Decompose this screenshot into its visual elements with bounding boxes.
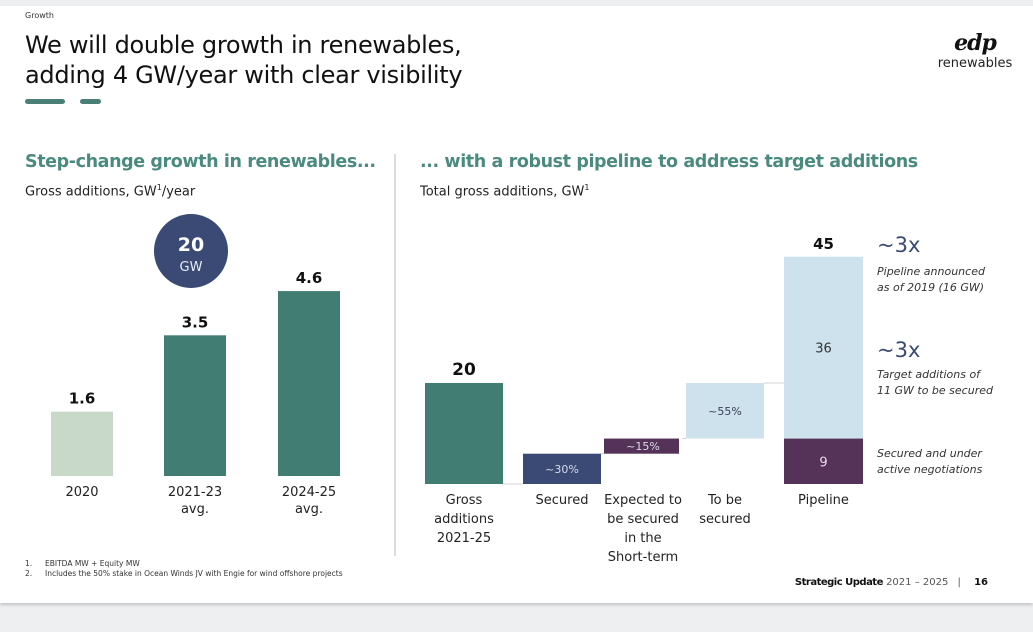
footer-separator: | [957, 577, 961, 588]
right-panel-title: ... with a robust pipeline to address ta… [420, 152, 918, 172]
pipeline-segment-label: 36 [815, 342, 832, 357]
bar-0 [51, 411, 113, 476]
page-title: We will double growth in renewables, add… [25, 30, 625, 90]
bar-value-label: 1.6 [69, 390, 96, 408]
footnote-text: Includes the 50% stake in Ocean Winds JV… [45, 569, 343, 578]
page-title-line-2: adding 4 GW/year with clear visibility [25, 61, 463, 89]
bar-1 [164, 335, 226, 476]
slide-footer: Strategic Update 2021 – 2025 | 16 [795, 577, 988, 588]
title-accent-bar-short [80, 99, 101, 104]
left-panel-title: Step-change growth in renewables... [25, 152, 376, 172]
x-tick-label: in the [624, 531, 661, 546]
left-panel-subtitle: Gross additions, GW1/year [25, 183, 195, 199]
x-tick-label: avg. [181, 502, 209, 517]
annotation-text: Pipeline announced [877, 265, 986, 278]
x-tick-label: be secured [607, 512, 679, 527]
section-tag: Growth [25, 11, 54, 20]
waterfall-bar-0 [523, 453, 601, 484]
footnote-ref: 1 [584, 183, 590, 192]
annotation-text: 11 GW to be secured [877, 384, 994, 397]
x-tick-label: Secured [536, 493, 589, 508]
waterfall-bar-1 [604, 438, 679, 454]
x-tick-label: avg. [295, 502, 323, 517]
x-tick-label: Gross [446, 493, 483, 508]
left-subtitle-text: Gross additions, GW [25, 184, 157, 200]
pipeline-segment-1 [784, 256, 863, 439]
footnote-number: 2. [25, 569, 33, 578]
footnote-2: 2. Includes the 50% stake in Ocean Winds … [25, 569, 343, 579]
annotation-text: Secured and under [877, 447, 983, 460]
multiplier-callout: ~3x [877, 233, 920, 257]
bar-2 [278, 291, 340, 476]
waterfall-bar-label: ~15% [626, 440, 660, 453]
bar-value-label: 4.6 [296, 269, 323, 287]
x-tick-label: 2024-25 [282, 485, 336, 500]
pipeline-segment-label: 9 [819, 455, 827, 470]
bar-value-label: 20 [452, 360, 476, 380]
footnote-text: EBITDA MW + Equity MW [45, 559, 140, 568]
total-badge-unit: GW [180, 260, 203, 275]
pipeline-total-label: 45 [813, 235, 834, 253]
waterfall-bar-2 [686, 383, 764, 439]
x-tick-label: Pipeline [798, 493, 849, 508]
x-tick-label: 2021-23 [168, 485, 222, 500]
x-tick-label: Expected to [604, 493, 682, 508]
x-tick-label: additions [434, 512, 494, 527]
waterfall-bar-label: ~55% [708, 405, 742, 418]
footer-period: 2021 – 2025 [886, 577, 949, 588]
edp-renewables-logo: edp renewables [930, 32, 1020, 72]
bar-value-label: 3.5 [182, 313, 209, 331]
footer-doc-name: Strategic Update [794, 577, 883, 588]
x-tick-label: 2020 [65, 485, 98, 500]
multiplier-callout: ~3x [877, 338, 920, 362]
x-tick-label: secured [699, 512, 750, 527]
right-panel-subtitle: Total gross additions, GW1 [420, 183, 589, 199]
pipeline-segment-0 [784, 438, 863, 484]
page-number: 16 [974, 577, 988, 588]
left-subtitle-suffix: /year [161, 184, 196, 200]
title-accent-bar [25, 99, 65, 104]
slide: Growth We will double growth in renewabl… [0, 6, 1033, 603]
bar-gross-additions [425, 383, 503, 484]
footnotes: 1. EBITDA MW + Equity MW 2. Includes the 5… [25, 559, 343, 579]
x-tick-label: To be [707, 493, 742, 508]
x-tick-label: 2021-25 [437, 531, 491, 546]
window-top-strip [0, 0, 1033, 6]
total-badge-value: 20 [178, 234, 204, 256]
annotation-text: as of 2019 (16 GW) [877, 281, 984, 294]
total-badge-circle [154, 214, 228, 288]
page-title-line-1: We will double growth in renewables, [25, 31, 462, 59]
waterfall-bar-label: ~30% [545, 463, 579, 476]
right-subtitle-text: Total gross additions, GW [420, 184, 585, 200]
logo-subtitle: renewables [937, 56, 1013, 71]
x-tick-label: Short-term [608, 550, 678, 565]
logo-brand: edp [954, 30, 997, 56]
footnote-1: 1. EBITDA MW + Equity MW [25, 559, 343, 569]
footnote-ref: 1 [156, 183, 162, 192]
panel-divider [394, 154, 396, 556]
annotation-text: active negotiations [877, 463, 983, 476]
annotation-text: Target additions of [877, 368, 982, 381]
footnote-number: 1. [25, 559, 33, 568]
